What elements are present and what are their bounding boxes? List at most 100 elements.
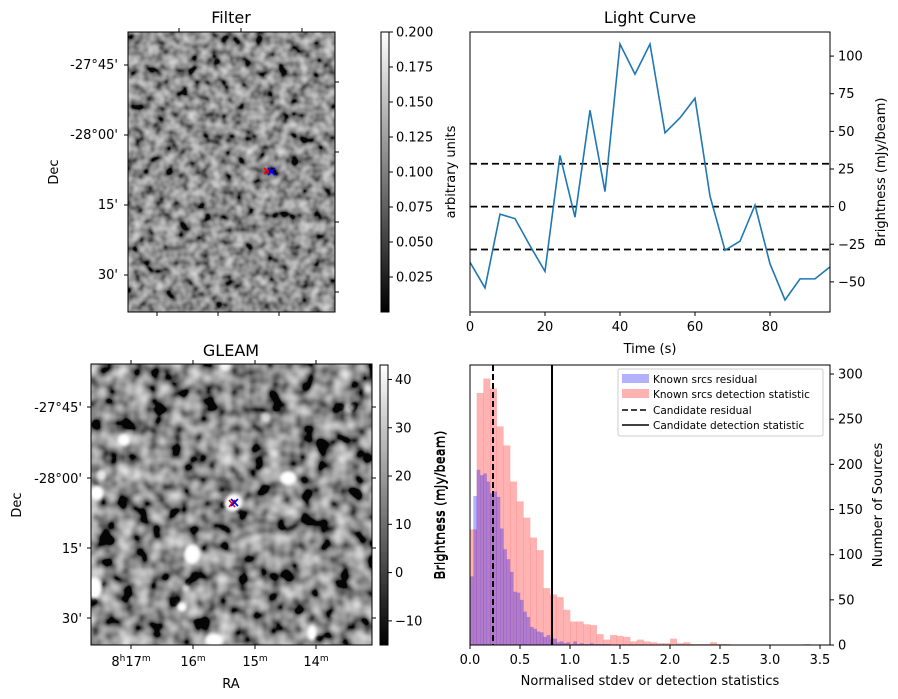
- filter-panel: Filter -27°45' -28°00' 15' 30' Dec: [47, 8, 459, 316]
- histogram-red-bar: [476, 393, 484, 645]
- histogram-red-bar: [636, 639, 644, 645]
- colorbar-tick-label: 0.200: [396, 26, 433, 41]
- gleam-panel: GLEAM: [10, 341, 449, 692]
- gleam-source: [364, 385, 372, 393]
- colorbar-tick-label: 0.100: [396, 166, 433, 181]
- gleam-source: [220, 364, 230, 371]
- filter-blue-marker: [267, 167, 276, 176]
- histogram-red-bar: [470, 529, 477, 645]
- histogram-blue-bar: [519, 599, 524, 645]
- histogram-blue-bars: [470, 469, 611, 645]
- histogram-blue-bar: [556, 642, 561, 645]
- histogram-red-bar: [563, 609, 571, 645]
- y-tick-label: 50: [838, 593, 855, 608]
- histogram-red-bar: [590, 625, 598, 645]
- y-tick-label: 200: [838, 458, 863, 473]
- histogram-blue-bar: [539, 632, 544, 645]
- histogram-blue-bar: [529, 626, 534, 645]
- lightcurve-ylabel: Brightness (mJy/beam): [874, 98, 889, 247]
- filter-ytick-label: 15': [98, 198, 118, 213]
- y-tick-label: 100: [838, 548, 863, 563]
- legend-entry-label: Candidate residual: [653, 405, 752, 417]
- histogram-blue-bar: [563, 643, 567, 645]
- histogram-red-bar: [576, 621, 584, 645]
- lightcurve-xlabel: Time (s): [623, 342, 677, 357]
- colorbar-tick-label: 0.075: [396, 201, 433, 216]
- x-tick-label: 1.5: [610, 653, 631, 668]
- histogram-red-bar: [663, 643, 671, 645]
- histogram-left-ylabel: Brightness (mJy/beam): [433, 431, 448, 580]
- gleam-source: [91, 577, 102, 599]
- lightcurve-series-line: [470, 41, 830, 302]
- histogram-red-bar: [610, 635, 618, 645]
- histogram-red-bar: [516, 501, 524, 645]
- gleam-source: [344, 403, 354, 413]
- histogram-red-bar: [496, 426, 504, 645]
- histogram-blue-bar: [496, 496, 501, 645]
- colorbar-tick-label: 0.150: [396, 96, 433, 111]
- y-tick-label: 25: [838, 162, 855, 177]
- gleam-ylabel: Dec: [10, 492, 25, 517]
- x-tick-label: 20: [537, 320, 554, 335]
- histogram-red-bar: [483, 378, 491, 645]
- x-tick-label: 2.0: [660, 653, 681, 668]
- filter-colorbar-label: arbitrary units: [444, 125, 459, 218]
- histogram-blue-bar: [559, 641, 564, 645]
- gleam-source: [91, 486, 104, 500]
- legend-entry-label: Known srcs residual: [653, 374, 757, 386]
- y-tick-label: −25: [838, 238, 865, 253]
- y-tick-label: 0: [838, 200, 846, 215]
- histogram-red-bar: [656, 643, 664, 645]
- y-tick-label: 50: [838, 125, 855, 140]
- histogram-red-bar: [490, 388, 497, 645]
- histogram-blue-bar: [479, 475, 484, 645]
- gleam-source: [96, 470, 106, 480]
- histogram-red-bar: [510, 481, 517, 645]
- filter-title: Filter: [211, 8, 251, 27]
- histogram-panel: 0.0 0.5 1.0 1.5 2.0 2.5 3.0 3.5 0 50 100 150 200 250…: [433, 364, 886, 689]
- histogram-blue-bar: [573, 641, 577, 645]
- histogram-frame: [469, 364, 831, 646]
- colorbar-tick-label: −10: [395, 614, 422, 629]
- y-tick-label: 0: [838, 639, 846, 654]
- histogram-blue-bar: [489, 493, 494, 645]
- histogram-red-bar: [536, 550, 544, 645]
- filter-y-ticks: [124, 28, 339, 316]
- gleam-source: [361, 485, 369, 493]
- histogram-red-bar: [556, 597, 564, 645]
- histogram-blue-bar: [566, 642, 571, 645]
- gleam-source: [261, 412, 271, 422]
- histogram-red-bar: [710, 642, 718, 645]
- gleam-bright-sources: [91, 364, 372, 645]
- histogram-red-bar: [603, 639, 611, 645]
- lightcurve-y-ticks: −50 −25 0 25 50 75 100: [830, 50, 865, 290]
- histogram-red-bar: [583, 624, 591, 645]
- x-tick-label: 80: [762, 320, 779, 335]
- gleam-colorbar-label: Brightness (mJy/beam): [434, 431, 449, 580]
- gleam-xtick-label: 8h17m: [111, 654, 150, 670]
- histogram-blue-bar: [516, 592, 521, 645]
- gleam-blue-marker: [230, 498, 239, 507]
- histogram-blue-bar: [543, 636, 547, 645]
- histogram-red-bar: [623, 636, 631, 645]
- histogram-blue-bar: [579, 643, 584, 645]
- x-tick-label: 3.0: [760, 653, 781, 668]
- y-tick-label: 250: [838, 413, 863, 428]
- histogram-blue-bar: [506, 559, 511, 645]
- histogram-red-bar: [650, 642, 658, 645]
- gleam-xtick-label: 15m: [242, 654, 267, 670]
- x-tick-label: 40: [612, 320, 629, 335]
- colorbar-tick-label: 30: [395, 421, 412, 436]
- histogram-blue-bar: [513, 591, 517, 645]
- x-tick-label: 1.0: [560, 653, 581, 668]
- histogram-blue-bar: [470, 576, 474, 645]
- y-tick-label: 100: [838, 50, 863, 65]
- gleam-ytick-label: -27°45': [34, 401, 82, 416]
- histogram-blue-bar: [476, 469, 481, 645]
- gleam-colorbar: [379, 364, 389, 646]
- legend-swatch-blue: [622, 374, 649, 383]
- histogram-blue-bar: [499, 528, 504, 645]
- histogram-red-bar: [596, 634, 604, 645]
- histogram-ylabel: Number of Sources: [871, 443, 886, 568]
- x-tick-label: 0.0: [460, 653, 481, 668]
